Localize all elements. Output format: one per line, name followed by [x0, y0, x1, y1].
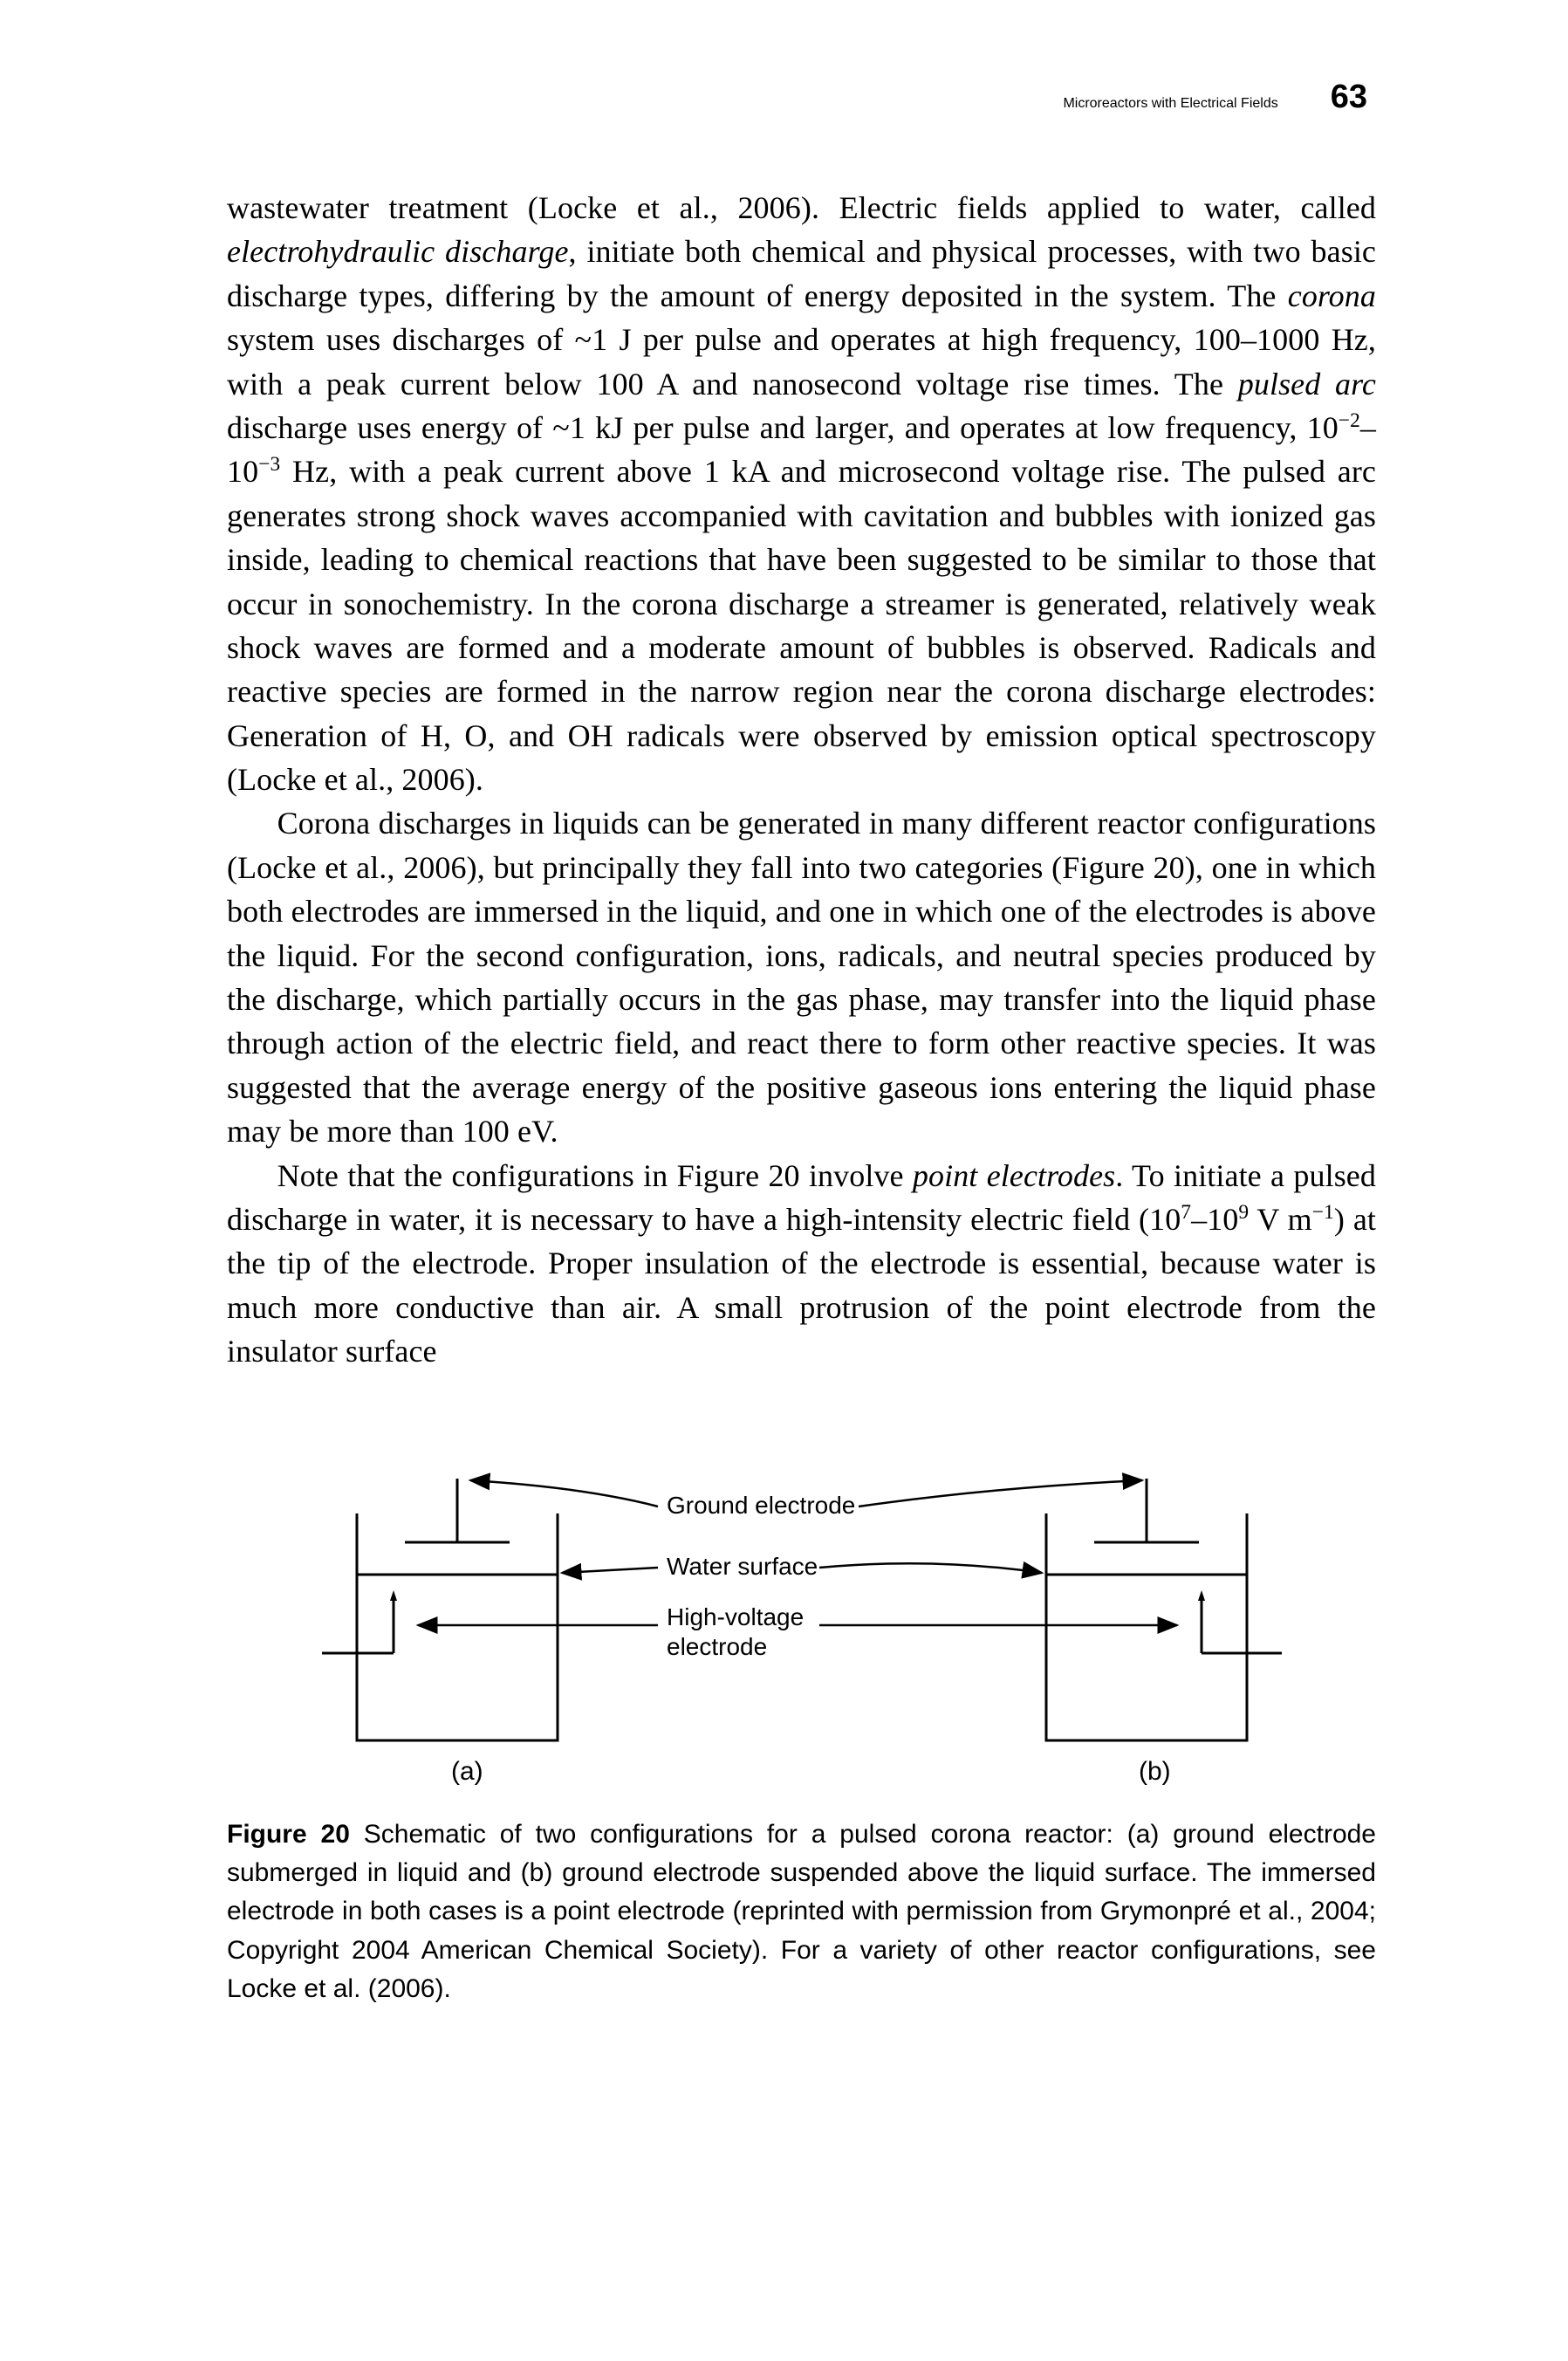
paragraph-3: Note that the configurations in Figure 2…: [227, 1154, 1376, 1374]
annot-hv-label-1: High-voltage: [667, 1603, 804, 1630]
figure-20-diagram: Ground electrode Water surface High-volt…: [322, 1426, 1282, 1793]
paragraph-2: Corona discharges in liquids can be gene…: [227, 801, 1376, 1153]
figure-20: Ground electrode Water surface High-volt…: [227, 1426, 1376, 2009]
annot-water-label: Water surface: [667, 1553, 818, 1580]
annot-ground-label: Ground electrode: [667, 1492, 855, 1519]
body-text: wastewater treatment (Locke et al., 2006…: [227, 186, 1376, 1374]
figure-annotations: Ground electrode Water surface High-volt…: [667, 1492, 855, 1660]
reactor-b: [1046, 1479, 1282, 1740]
running-title: Microreactors with Electrical Fields: [1063, 96, 1277, 112]
page: Microreactors with Electrical Fields 63 …: [0, 0, 1568, 2361]
figure-caption-lead: Figure 20: [227, 1820, 350, 1849]
figure-sublabel-b: (b): [1139, 1757, 1171, 1786]
annot-hv-label-2: electrode: [667, 1633, 767, 1660]
figure-20-caption: Figure 20 Schematic of two configuration…: [227, 1815, 1376, 2009]
paragraph-1: wastewater treatment (Locke et al., 2006…: [227, 186, 1376, 801]
page-number: 63: [1331, 79, 1367, 116]
figure-sublabel-a: (a): [451, 1757, 483, 1786]
running-head: Microreactors with Electrical Fields 63: [227, 79, 1376, 116]
reactor-a: [322, 1479, 558, 1740]
figure-caption-text: Schematic of two configurations for a pu…: [227, 1820, 1376, 2004]
